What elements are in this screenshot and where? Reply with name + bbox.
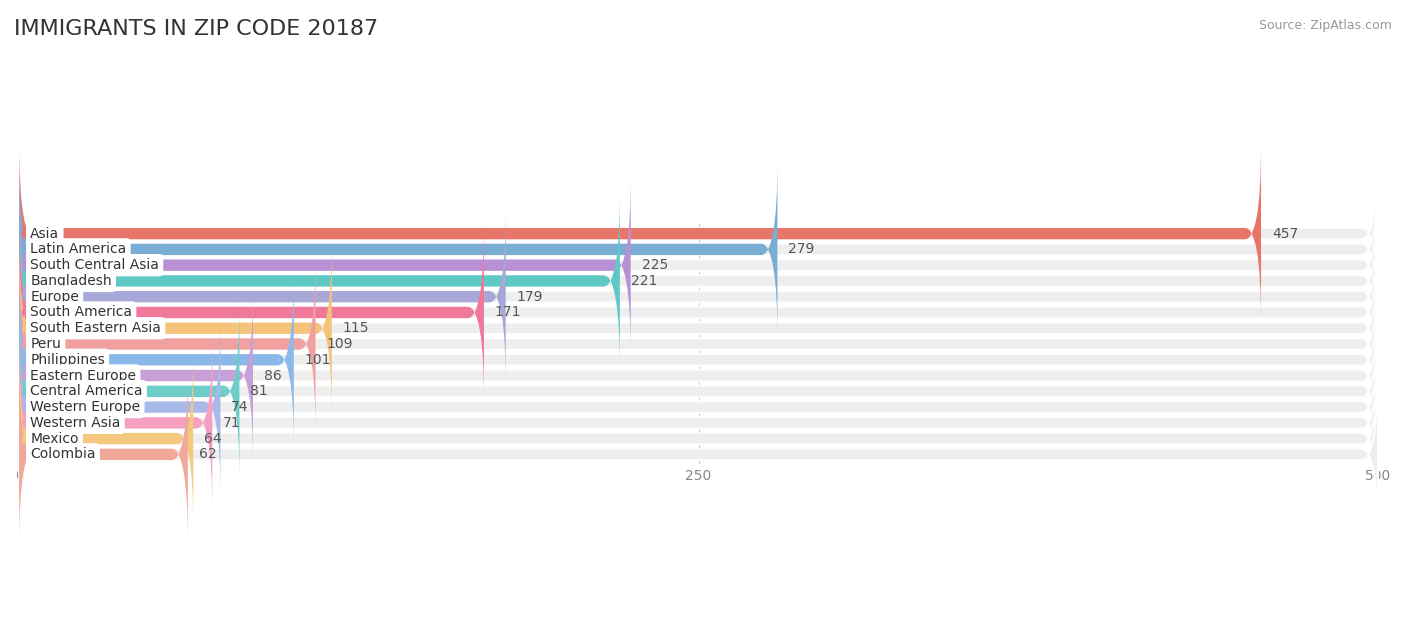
Text: 115: 115: [343, 322, 370, 335]
Text: IMMIGRANTS IN ZIP CODE 20187: IMMIGRANTS IN ZIP CODE 20187: [14, 19, 378, 39]
Text: 171: 171: [495, 305, 522, 320]
Text: Source: ZipAtlas.com: Source: ZipAtlas.com: [1258, 19, 1392, 32]
Text: Mexico: Mexico: [31, 431, 79, 446]
Text: Peru: Peru: [31, 337, 60, 351]
FancyBboxPatch shape: [20, 365, 188, 543]
FancyBboxPatch shape: [20, 365, 1378, 543]
Text: Bangladesh: Bangladesh: [31, 274, 112, 288]
Text: Western Europe: Western Europe: [31, 400, 141, 414]
Text: South America: South America: [31, 305, 132, 320]
FancyBboxPatch shape: [20, 239, 332, 417]
FancyBboxPatch shape: [20, 255, 1378, 433]
Text: 74: 74: [232, 400, 249, 414]
Text: Central America: Central America: [31, 385, 143, 398]
FancyBboxPatch shape: [20, 318, 221, 496]
Text: South Eastern Asia: South Eastern Asia: [31, 322, 162, 335]
FancyBboxPatch shape: [20, 302, 239, 480]
FancyBboxPatch shape: [20, 318, 1378, 496]
FancyBboxPatch shape: [20, 350, 1378, 527]
FancyBboxPatch shape: [20, 239, 1378, 417]
Text: Asia: Asia: [31, 226, 59, 240]
FancyBboxPatch shape: [20, 302, 1378, 480]
FancyBboxPatch shape: [20, 271, 1378, 449]
Text: Europe: Europe: [31, 290, 79, 303]
Text: 225: 225: [641, 258, 668, 272]
FancyBboxPatch shape: [20, 334, 1378, 512]
Text: Colombia: Colombia: [31, 448, 96, 462]
FancyBboxPatch shape: [20, 287, 253, 464]
FancyBboxPatch shape: [20, 192, 1378, 370]
FancyBboxPatch shape: [20, 161, 1378, 338]
FancyBboxPatch shape: [20, 176, 1378, 354]
FancyBboxPatch shape: [20, 224, 1378, 401]
Text: 86: 86: [264, 368, 281, 383]
Text: 62: 62: [198, 448, 217, 462]
FancyBboxPatch shape: [20, 192, 620, 370]
FancyBboxPatch shape: [20, 287, 1378, 464]
FancyBboxPatch shape: [20, 271, 294, 449]
FancyBboxPatch shape: [20, 334, 212, 512]
Text: 457: 457: [1272, 226, 1298, 240]
Text: 71: 71: [224, 416, 240, 430]
Text: Philippines: Philippines: [31, 353, 105, 367]
FancyBboxPatch shape: [20, 208, 506, 386]
Text: 81: 81: [250, 385, 269, 398]
FancyBboxPatch shape: [20, 350, 193, 527]
Text: 279: 279: [789, 242, 814, 257]
FancyBboxPatch shape: [20, 145, 1261, 323]
FancyBboxPatch shape: [20, 208, 1378, 386]
FancyBboxPatch shape: [20, 161, 778, 338]
Text: 109: 109: [326, 337, 353, 351]
Text: Latin America: Latin America: [31, 242, 127, 257]
FancyBboxPatch shape: [20, 224, 484, 401]
FancyBboxPatch shape: [20, 255, 315, 433]
Text: Eastern Europe: Eastern Europe: [31, 368, 136, 383]
Text: 64: 64: [204, 431, 222, 446]
FancyBboxPatch shape: [20, 145, 1378, 323]
Text: South Central Asia: South Central Asia: [31, 258, 159, 272]
FancyBboxPatch shape: [20, 176, 631, 354]
Text: 101: 101: [305, 353, 332, 367]
Text: Western Asia: Western Asia: [31, 416, 121, 430]
Text: 179: 179: [516, 290, 543, 303]
Text: 221: 221: [631, 274, 657, 288]
